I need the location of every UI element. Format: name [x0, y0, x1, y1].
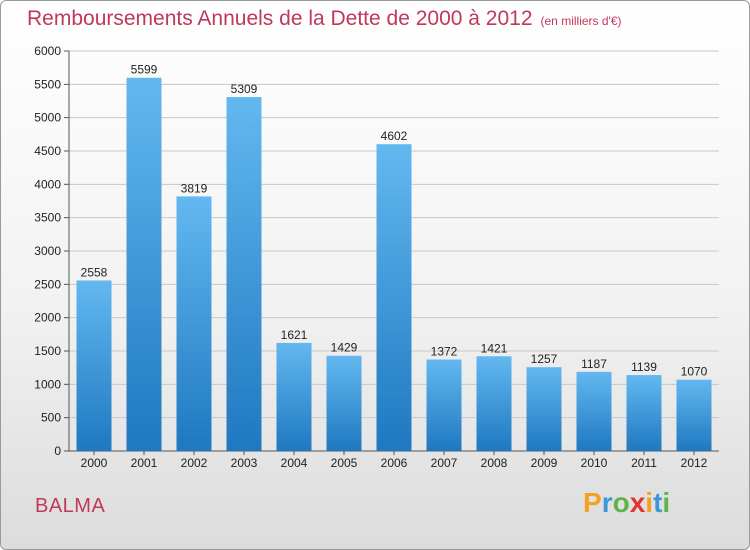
y-tick-label: 5000	[34, 111, 61, 125]
x-tick-label: 2001	[131, 456, 158, 470]
logo-letter: x	[629, 487, 646, 518]
y-tick-label: 2000	[34, 311, 61, 325]
x-tick-label: 2006	[381, 456, 408, 470]
bar	[576, 371, 612, 451]
x-tick-label: 2010	[581, 456, 608, 470]
data-label: 5599	[131, 63, 158, 77]
y-tick-label: 1000	[34, 377, 61, 391]
y-tick-label: 2500	[34, 277, 61, 291]
y-tick-label: 3000	[34, 244, 61, 258]
data-label: 1421	[481, 341, 508, 355]
data-label: 4602	[381, 129, 408, 143]
x-tick-label: 2002	[181, 456, 208, 470]
x-tick-label: 2008	[481, 456, 508, 470]
y-tick-label: 4500	[34, 144, 61, 158]
x-tick-label: 2003	[231, 456, 258, 470]
commune-name: BALMA	[35, 495, 106, 517]
subtitle-text: (en milliers d'€)	[540, 14, 622, 28]
logo-letter: i	[662, 487, 671, 518]
y-tick-label: 0	[54, 444, 61, 458]
data-label: 5309	[231, 82, 258, 96]
data-label: 1621	[281, 328, 308, 342]
data-label: 1070	[681, 365, 708, 379]
data-label: 1372	[431, 345, 458, 359]
proxiti-logo: Proxiti	[583, 487, 670, 519]
x-tick-label: 2011	[631, 456, 657, 470]
data-label: 1139	[631, 360, 657, 374]
data-label: 1429	[331, 341, 358, 355]
x-tick-label: 2004	[281, 456, 308, 470]
bar	[226, 97, 262, 452]
bar	[526, 367, 562, 451]
chart-title: Remboursements Annuels de la Dette de 20…	[27, 7, 622, 31]
logo-letter: r	[601, 487, 613, 518]
bar	[126, 77, 162, 451]
bar	[626, 375, 662, 451]
x-tick-label: 2009	[531, 456, 558, 470]
y-tick-label: 1500	[34, 344, 61, 358]
data-label: 3819	[181, 181, 208, 195]
data-label: 1187	[581, 357, 607, 371]
logo-letter: t	[653, 487, 663, 518]
bar	[376, 144, 412, 451]
x-tick-label: 2005	[331, 456, 358, 470]
bar	[326, 355, 362, 451]
logo-letter: P	[583, 487, 602, 518]
y-tick-label: 3500	[34, 211, 61, 225]
y-tick-label: 500	[41, 411, 61, 425]
x-tick-label: 2012	[681, 456, 708, 470]
x-tick-label: 2007	[431, 456, 458, 470]
logo-letter: o	[612, 487, 630, 518]
y-tick-label: 5500	[34, 77, 61, 91]
bar	[426, 359, 462, 451]
bar	[176, 196, 212, 451]
y-tick-label: 6000	[34, 44, 61, 58]
data-label: 1257	[531, 352, 558, 366]
title-text: Remboursements Annuels de la Dette de 20…	[27, 7, 533, 30]
y-tick-label: 4000	[34, 177, 61, 191]
logo-letter: i	[645, 487, 654, 518]
bar	[276, 342, 312, 451]
data-label: 2558	[81, 265, 108, 279]
bar	[476, 356, 512, 451]
bar	[676, 379, 712, 451]
x-tick-label: 2000	[81, 456, 108, 470]
bar	[76, 280, 112, 451]
